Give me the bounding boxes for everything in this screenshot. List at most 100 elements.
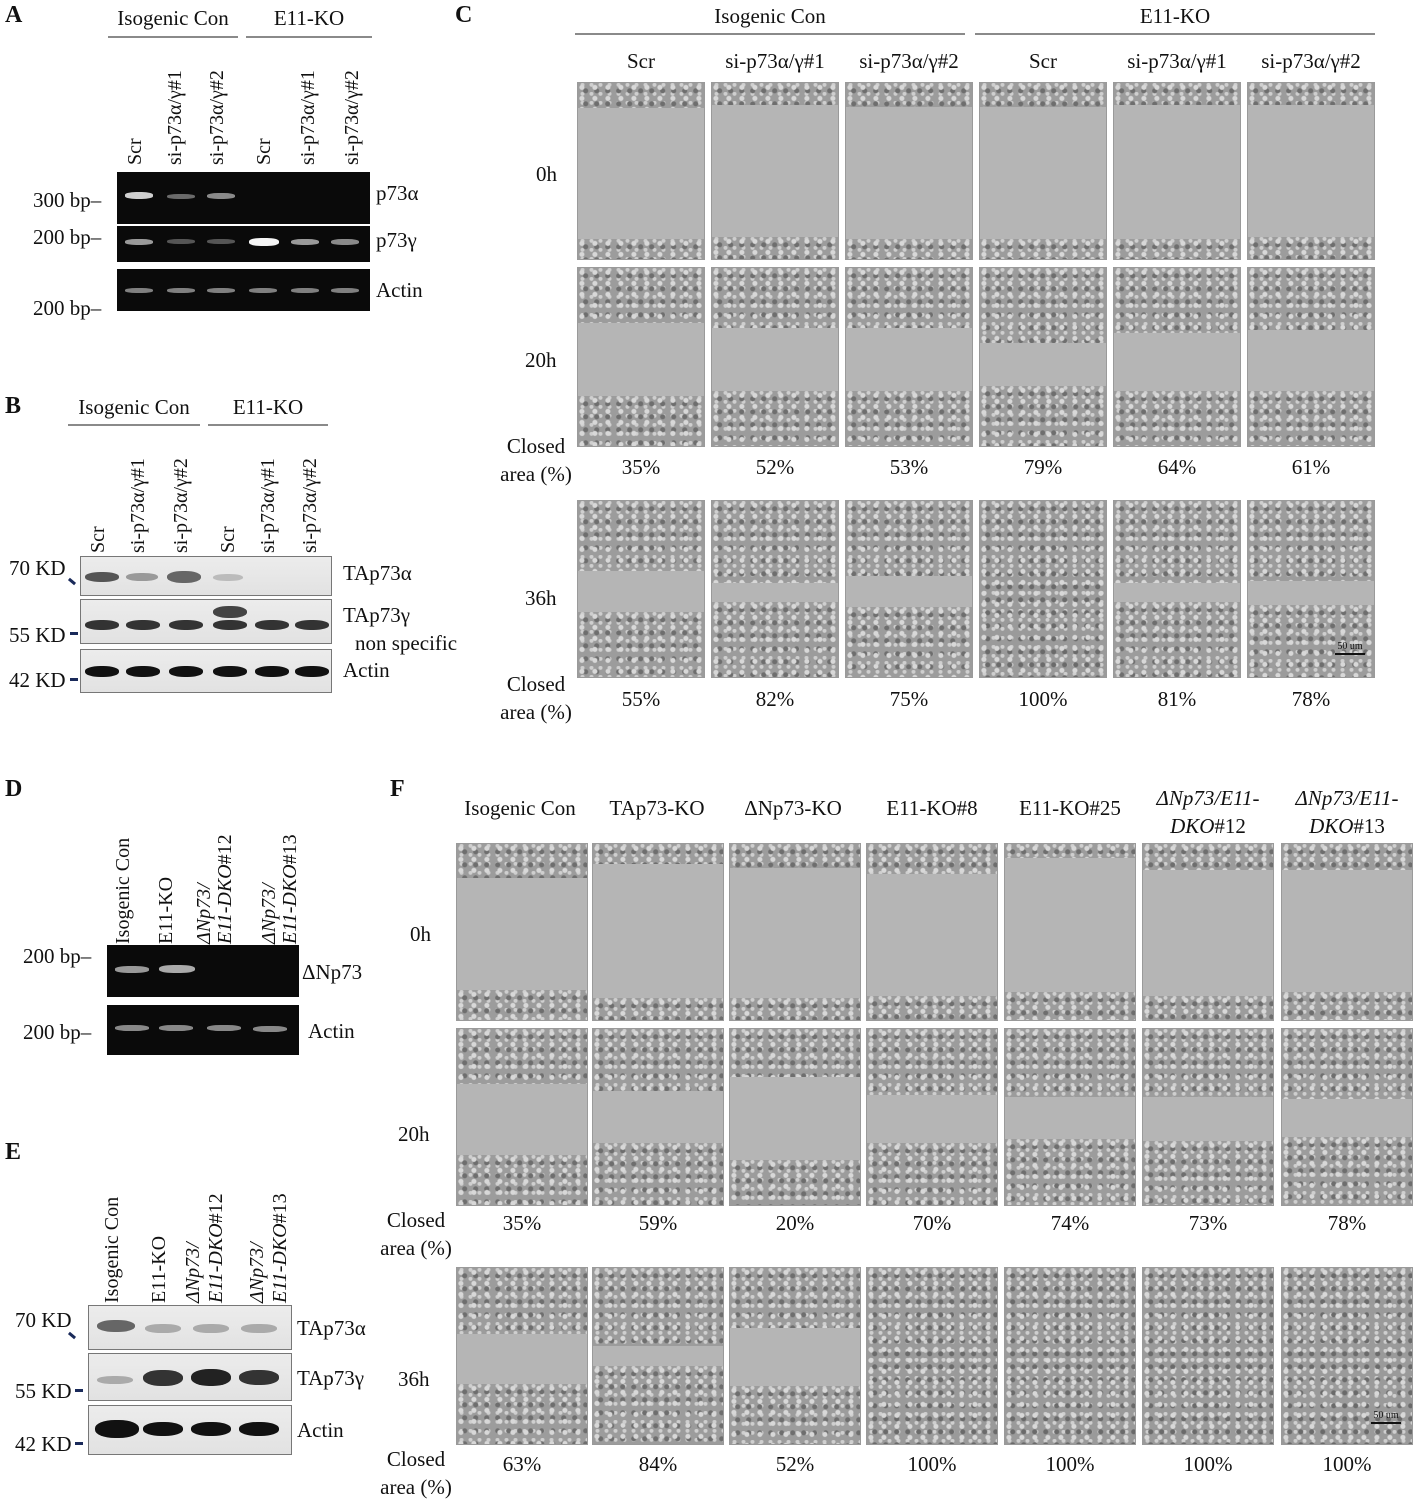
micrograph-c-36h bbox=[577, 500, 705, 678]
column-label: E11-KO#25 bbox=[1019, 796, 1121, 820]
gel-p73g bbox=[117, 226, 370, 262]
marker-label: 55 KD bbox=[9, 623, 66, 647]
marker-label: 200 bp– bbox=[23, 944, 92, 968]
micrograph-f-20h bbox=[1281, 1028, 1413, 1206]
band-label: p73α bbox=[376, 181, 419, 205]
closed-area-value: 70% bbox=[912, 1211, 952, 1235]
column-label: si-p73α/γ#1 bbox=[1127, 49, 1227, 73]
closed-area-label: Closed area (%) bbox=[380, 1447, 452, 1499]
panel-label-c: C bbox=[455, 2, 473, 28]
blot-tap73a-e bbox=[88, 1305, 292, 1350]
gel-p73a bbox=[117, 172, 370, 224]
micrograph-f-36h bbox=[456, 1267, 588, 1445]
column-label: si-p73α/γ#2 bbox=[859, 49, 959, 73]
lane-label: ΔNp73/ bbox=[246, 1242, 268, 1303]
band-label: non specific bbox=[355, 631, 458, 655]
micrograph-f-0h bbox=[866, 843, 998, 1021]
closed-area-value: 55% bbox=[621, 687, 661, 711]
lane-label: E11-DKO#13 bbox=[279, 834, 301, 944]
group-underline bbox=[208, 424, 328, 426]
closed-area-value: 63% bbox=[502, 1452, 542, 1476]
column-label: si-p73α/γ#2 bbox=[1261, 49, 1361, 73]
lane-label: Scr bbox=[124, 138, 146, 165]
lane-label: ΔNp73/ bbox=[193, 883, 215, 944]
micrograph-f-0h bbox=[1142, 843, 1274, 1021]
lane-label: Isogenic Con bbox=[112, 837, 134, 944]
row-label-0h: 0h bbox=[410, 922, 431, 946]
closed-area-value: 100% bbox=[1322, 1452, 1372, 1476]
row-label-0h: 0h bbox=[536, 162, 557, 186]
row-label-20h: 20h bbox=[525, 348, 557, 372]
band-label: p73γ bbox=[376, 228, 417, 252]
band-label: Actin bbox=[297, 1418, 344, 1442]
lane-label: E11-DKO#12 bbox=[205, 1193, 227, 1303]
scale-bar: 50 um bbox=[1366, 1410, 1406, 1424]
closed-area-value: 100% bbox=[1183, 1452, 1233, 1476]
micrograph-c-20h bbox=[577, 267, 705, 447]
micrograph-c-20h bbox=[1113, 267, 1241, 447]
gel-actin-a bbox=[117, 269, 370, 311]
closed-area-value: 100% bbox=[1045, 1452, 1095, 1476]
micrograph-c-0h bbox=[577, 82, 705, 260]
marker-label: 70 KD bbox=[9, 556, 66, 580]
closed-area-value: 53% bbox=[889, 455, 929, 479]
column-label: Isogenic Con bbox=[464, 796, 576, 820]
lane-label: ΔNp73/ bbox=[258, 883, 280, 944]
micrograph-f-36h bbox=[866, 1267, 998, 1445]
marker-label: 70 KD bbox=[15, 1308, 72, 1332]
lane-label: Scr bbox=[87, 526, 109, 553]
micrograph-c-20h bbox=[711, 267, 839, 447]
micrograph-c-0h bbox=[979, 82, 1107, 260]
row-label-36h: 36h bbox=[398, 1367, 430, 1391]
closed-area-value: 59% bbox=[638, 1211, 678, 1235]
closed-area-value: 79% bbox=[1023, 455, 1063, 479]
lane-label: Scr bbox=[217, 526, 239, 553]
closed-area-value: 82% bbox=[755, 687, 795, 711]
lane-label: E11-DKO#13 bbox=[269, 1193, 291, 1303]
marker-label: 200 bp– bbox=[23, 1020, 92, 1044]
marker-label: 42 KD bbox=[9, 668, 66, 692]
blot-tap73g-e bbox=[88, 1353, 292, 1401]
panel-label-b: B bbox=[5, 393, 22, 419]
marker-label: 200 bp– bbox=[33, 225, 102, 249]
band-label: TAp73γ bbox=[297, 1366, 365, 1390]
lane-label: ΔNp73/ bbox=[182, 1242, 204, 1303]
micrograph-f-0h bbox=[729, 843, 861, 1021]
band-label: Actin bbox=[343, 658, 390, 682]
blot-actin-b bbox=[80, 649, 332, 693]
column-label: ΔNp73-KO bbox=[744, 796, 842, 820]
micrograph-f-0h bbox=[1281, 843, 1413, 1021]
micrograph-f-20h bbox=[456, 1028, 588, 1206]
lane-label: E11-KO bbox=[155, 876, 177, 944]
micrograph-c-0h bbox=[1247, 82, 1375, 260]
marker-tick bbox=[67, 1331, 77, 1340]
micrograph-f-20h bbox=[729, 1028, 861, 1206]
panel-label-f: F bbox=[390, 776, 405, 802]
closed-area-value: 78% bbox=[1291, 687, 1331, 711]
closed-area-value: 75% bbox=[889, 687, 929, 711]
marker-tick bbox=[75, 1389, 83, 1392]
group-label-isogenic-c: Isogenic Con bbox=[714, 4, 826, 28]
closed-area-value: 64% bbox=[1157, 455, 1197, 479]
micrograph-c-20h bbox=[979, 267, 1107, 447]
marker-tick bbox=[70, 632, 78, 635]
group-label-e11ko-a: E11-KO bbox=[273, 6, 345, 30]
micrograph-c-0h bbox=[711, 82, 839, 260]
micrograph-c-20h bbox=[1247, 267, 1375, 447]
micrograph-f-20h bbox=[1142, 1028, 1274, 1206]
column-label: ΔNp73/E11- DKO#12 bbox=[1156, 786, 1260, 838]
marker-label: 55 KD bbox=[15, 1379, 72, 1403]
column-label: si-p73α/γ#1 bbox=[725, 49, 825, 73]
closed-area-value: 100% bbox=[907, 1452, 957, 1476]
band-label: ΔNp73 bbox=[302, 960, 363, 984]
marker-tick bbox=[70, 678, 78, 681]
marker-label: 200 bp– bbox=[33, 296, 102, 320]
group-label-e11ko-c: E11-KO bbox=[1139, 4, 1211, 28]
column-label: ΔNp73/E11- DKO#13 bbox=[1295, 786, 1399, 838]
closed-area-value: 35% bbox=[621, 455, 661, 479]
group-underline bbox=[975, 33, 1375, 35]
group-underline bbox=[108, 36, 238, 38]
band-label: Actin bbox=[308, 1019, 355, 1043]
lane-label: E11-DKO#12 bbox=[214, 834, 236, 944]
group-underline bbox=[575, 33, 965, 35]
